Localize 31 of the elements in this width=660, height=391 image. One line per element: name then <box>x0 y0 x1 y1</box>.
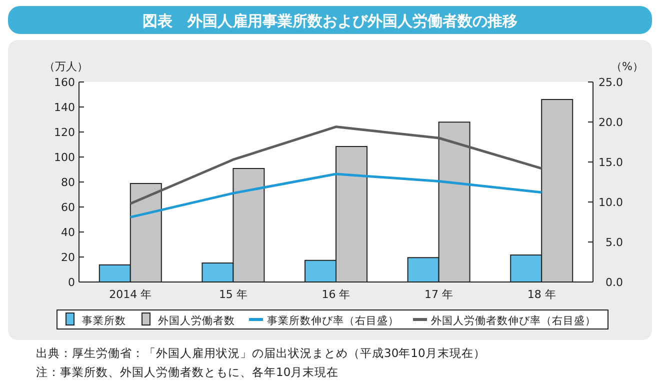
legend-label: 外国人労働者数 <box>158 314 235 327</box>
y2-tick-label: 5.0 <box>606 236 623 249</box>
y2-tick-label: 15.0 <box>598 156 623 169</box>
y-tick-label: 80 <box>61 176 75 189</box>
source-note: 出典：厚生労働省：「外国人雇用状況」の届出状況まとめ（平成30年10月末現在） <box>36 346 486 360</box>
y-tick-label: 0 <box>68 276 75 289</box>
x-tick-label: 15 年 <box>218 288 248 301</box>
y-tick-label: 120 <box>54 126 75 139</box>
y2-axis-title: （%） <box>611 60 644 73</box>
y-tick-label: 40 <box>61 226 75 239</box>
y-tick-label: 60 <box>61 201 75 214</box>
y-axis-title: （万人） <box>44 60 88 73</box>
chart-title: 図表 外国人雇用事業所数および外国人労働者数の推移 <box>142 12 518 30</box>
x-tick-label: 17 年 <box>424 288 454 301</box>
legend-label: 事業所数 <box>82 314 126 327</box>
x-tick-label: 16 年 <box>322 288 350 301</box>
y-tick-label: 20 <box>61 251 75 264</box>
x-tick-label: 18 年 <box>527 288 556 301</box>
y2-tick-label: 0.0 <box>606 276 623 289</box>
y-tick-label: 100 <box>54 151 75 164</box>
y2-tick-label: 25.0 <box>598 76 623 89</box>
y-tick-label: 160 <box>54 76 75 89</box>
y-tick-label: 140 <box>54 101 75 114</box>
legend-label: 外国人労働者数伸び率（右目盛） <box>431 314 596 327</box>
y2-tick-label: 10.0 <box>598 196 623 209</box>
line-series <box>129 126 543 205</box>
text: 注：事業所数、外国人労働者数ともに、各年10月末現在 <box>36 365 339 379</box>
y2-tick-label: 20.0 <box>598 116 623 129</box>
legend-label: 事業所数伸び率（右目盛） <box>267 314 399 327</box>
x-tick-label: 2014 年 <box>109 288 152 301</box>
line-series <box>129 172 543 218</box>
